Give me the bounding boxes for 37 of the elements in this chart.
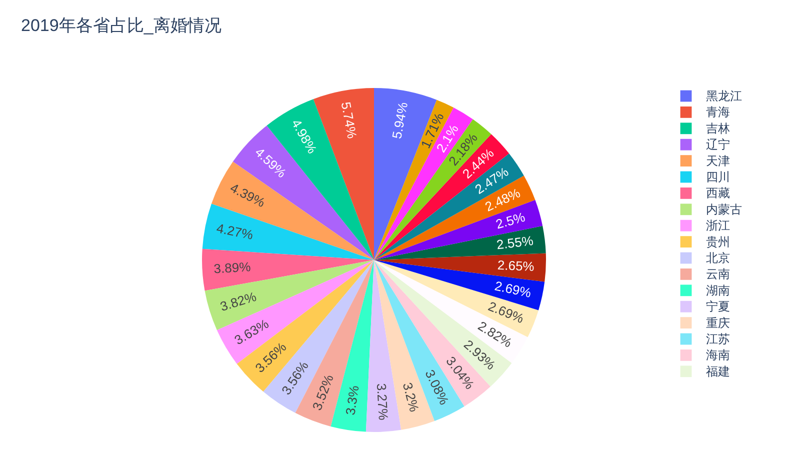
legend-label: 黑龙江: [706, 89, 742, 103]
data-label: 2.55%: [496, 232, 535, 252]
data-label: 3.89%: [213, 259, 252, 276]
data-label: 2.69%: [486, 298, 526, 326]
data-label: 4.27%: [215, 220, 255, 243]
data-label: 3.52%: [309, 372, 337, 412]
data-label: 3.82%: [218, 288, 258, 314]
legend-label: 福建: [706, 364, 730, 378]
legend-label: 天津: [706, 154, 730, 168]
legend-label: 宁夏: [706, 300, 730, 314]
data-label: 2.5%: [494, 209, 528, 232]
legend-label: 贵州: [706, 234, 730, 249]
data-label: 3.3%: [342, 384, 362, 416]
pie-slice: [374, 253, 546, 282]
legend-label: 江苏: [706, 332, 730, 346]
legend-label: 海南: [706, 348, 730, 362]
legend-label: 浙江: [706, 218, 730, 233]
legend-label: 重庆: [706, 316, 730, 330]
data-label: 2.69%: [493, 278, 533, 301]
data-label: 2.65%: [497, 257, 536, 274]
legend-label: 西藏: [706, 186, 730, 200]
legend-label: 云南: [706, 267, 730, 282]
data-label: 5.94%: [389, 100, 411, 140]
legend-label: 内蒙古: [706, 202, 742, 216]
legend-label: 青海: [706, 105, 730, 120]
pie-slice: [202, 248, 374, 291]
legend-label: 辽宁: [706, 138, 730, 152]
legend-label: 四川: [706, 170, 730, 184]
legend-label: 北京: [706, 251, 730, 265]
data-label: 3.2%: [400, 380, 422, 414]
chart-title: 2019年各省占比_离婚情况: [21, 15, 222, 37]
data-label: 5.74%: [338, 100, 360, 140]
legend-label: 吉林: [706, 121, 730, 136]
data-label: 3.27%: [374, 382, 391, 422]
data-label: 3.08%: [422, 367, 452, 408]
legend-label: 湖南: [706, 283, 730, 298]
pie-slice: [366, 260, 402, 432]
